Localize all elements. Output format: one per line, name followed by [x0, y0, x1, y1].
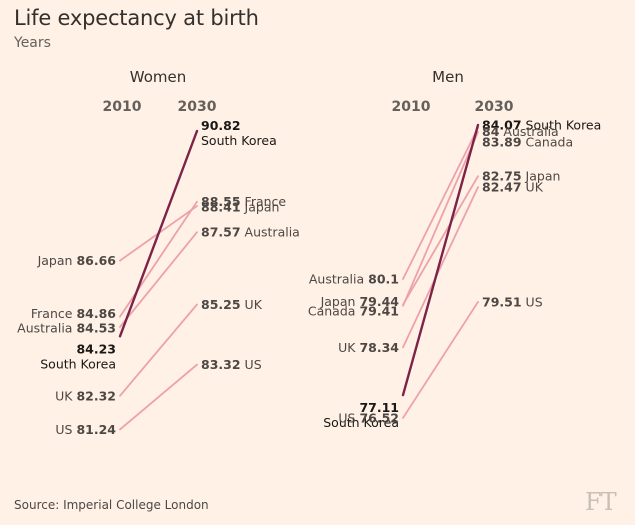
women-value-2010-uk: 82.32 [76, 388, 116, 403]
women-line-france [119, 200, 198, 318]
men-value-2030-uk: 82.47 [482, 180, 522, 195]
men-line-south-korea [401, 123, 480, 397]
women-name-2010-us: US [55, 422, 72, 437]
men-line-australia [402, 126, 479, 280]
women-label-2030-uk: 85.25 UK [201, 297, 263, 312]
men-name-2010-japan: Japan [320, 294, 356, 309]
women-line-south-korea [118, 129, 199, 338]
men-name-2010-uk: UK [338, 340, 356, 355]
women-label-2010-us: US 81.24 [55, 422, 116, 437]
women-label-2010-japan: Japan 86.66 [37, 253, 117, 268]
women-label-2010-south-korea: 84.23 South Korea [40, 341, 116, 371]
women-name-2030-france: France [245, 194, 287, 209]
men-value-2010-australia: 80.1 [368, 272, 399, 287]
women-value-2010-france: 84.86 [76, 306, 116, 321]
women-value-2030-south-korea: 90.82 [201, 118, 241, 133]
women-label-2030-france: 88.55 France [201, 194, 286, 209]
men-line-us [402, 301, 479, 419]
women-line-australia [119, 231, 198, 328]
men-label-2010-south-korea: 77.11 South Korea [323, 400, 399, 430]
women-label-2030-us: 83.32 US [201, 357, 262, 372]
men-line-canada [402, 131, 479, 307]
men-line-japan [402, 175, 479, 306]
men-label-2010-japan: Japan 79.44 [320, 294, 400, 309]
women-name-2010-south-korea: South Korea [40, 356, 116, 371]
women-name-2010-australia: Australia [17, 320, 72, 335]
men-label-2030-canada: 83.89 Canada [482, 134, 573, 149]
men-label-2030-australia: 84 Australia [482, 124, 559, 139]
men-name-2030-south-korea: South Korea [526, 118, 602, 133]
men-panel-title: Men [432, 68, 464, 86]
source-note: Source: Imperial College London [14, 498, 209, 512]
women-name-2010-japan: Japan [37, 253, 73, 268]
men-name-2030-uk: UK [526, 180, 544, 195]
men-label-2030-us: 79.51 US [482, 294, 543, 309]
men-label-2030-south-korea: 84.07 South Korea [482, 118, 601, 133]
women-value-2030-uk: 85.25 [201, 297, 241, 312]
women-value-2030-us: 83.32 [201, 357, 241, 372]
men-value-2010-canada: 79.41 [359, 303, 399, 318]
women-year-2010: 2010 [103, 99, 142, 115]
women-value-2030-japan: 88.41 [201, 200, 241, 215]
women-panel-title: Women [130, 68, 186, 86]
men-name-2010-us: US [338, 410, 355, 425]
women-year-2030: 2030 [178, 99, 217, 115]
men-year-2010: 2010 [392, 99, 431, 115]
women-label-2010-australia: Australia 84.53 [17, 320, 116, 335]
women-name-2030-japan: Japan [244, 200, 280, 215]
women-label-2010-france: France 84.86 [31, 306, 116, 321]
women-label-2030-south-korea: 90.82 South Korea [201, 118, 277, 148]
men-label-2010-canada: Canada 79.41 [308, 303, 399, 318]
men-year-2030: 2030 [475, 99, 514, 115]
men-name-2030-japan: Japan [525, 169, 561, 184]
men-line-uk [402, 186, 479, 349]
men-value-2010-japan: 79.44 [359, 294, 399, 309]
men-label-2010-us: US 76.52 [338, 410, 399, 425]
women-line-us [119, 363, 198, 431]
men-value-2030-canada: 83.89 [482, 134, 522, 149]
chart-subtitle: Years [14, 35, 51, 51]
women-value-2030-france: 88.55 [201, 194, 241, 209]
women-name-2010-france: France [31, 306, 73, 321]
women-label-2010-uk: UK 82.32 [55, 388, 116, 403]
ft-logo: FT [585, 488, 617, 516]
men-name-2030-canada: Canada [526, 134, 574, 149]
men-name-2030-us: US [526, 294, 543, 309]
women-line-uk [119, 303, 198, 397]
men-name-2030-australia: Australia [503, 124, 558, 139]
men-label-2010-uk: UK 78.34 [338, 340, 399, 355]
women-name-2030-australia: Australia [245, 225, 300, 240]
women-value-2010-japan: 86.66 [76, 253, 116, 268]
women-label-2030-japan: 88.41 Japan [201, 200, 279, 215]
women-name-2030-us: US [245, 357, 262, 372]
men-label-2030-japan: 82.75 Japan [482, 169, 560, 184]
women-value-2010-south-korea: 84.23 [76, 341, 116, 356]
men-label-2030-uk: 82.47 UK [482, 180, 544, 195]
women-name-2030-south-korea: South Korea [201, 133, 277, 148]
men-value-2030-japan: 82.75 [482, 169, 522, 184]
men-value-2010-south-korea: 77.11 [359, 400, 399, 415]
women-name-2030-uk: UK [245, 297, 263, 312]
men-value-2030-south-korea: 84.07 [482, 118, 522, 133]
men-name-2010-australia: Australia [309, 272, 364, 287]
men-name-2010-south-korea: South Korea [323, 415, 399, 430]
men-value-2010-uk: 78.34 [359, 340, 399, 355]
men-value-2010-us: 76.52 [359, 410, 399, 425]
women-value-2030-australia: 87.57 [201, 225, 241, 240]
men-name-2010-canada: Canada [308, 303, 356, 318]
women-value-2010-us: 81.24 [76, 422, 116, 437]
women-value-2010-australia: 84.53 [76, 320, 116, 335]
men-value-2030-us: 79.51 [482, 294, 522, 309]
women-name-2010-uk: UK [55, 388, 73, 403]
women-label-2030-australia: 87.57 Australia [201, 225, 300, 240]
men-value-2030-australia: 84 [482, 124, 500, 139]
chart-title: Life expectancy at birth [14, 6, 259, 30]
men-label-2010-australia: Australia 80.1 [309, 272, 399, 287]
